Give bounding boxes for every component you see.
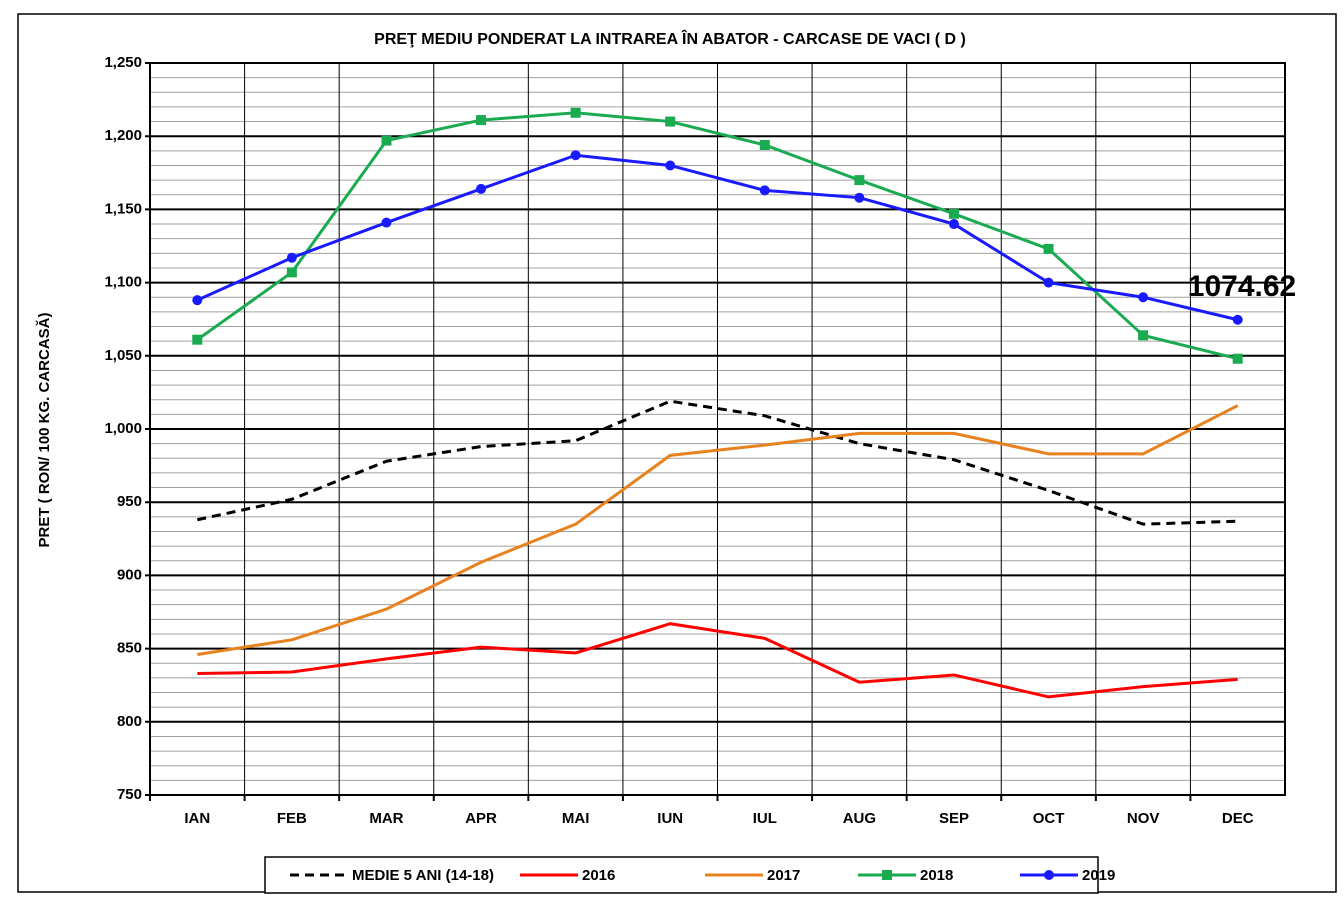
marker [854,192,865,203]
series-line [197,622,1238,699]
marker [759,185,770,196]
marker [286,267,297,278]
marker [192,334,203,345]
x-tick-label: MAR [369,810,403,827]
y-tick-label: 1,050 [104,347,142,364]
y-tick-label: 1,000 [104,420,142,437]
marker [759,139,770,150]
marker [1232,314,1243,325]
y-tick-label: 850 [117,640,142,657]
y-tick-label: 1,100 [104,274,142,291]
x-tick-label: APR [465,810,497,827]
y-tick-label: 800 [117,713,142,730]
x-tick-label: DEC [1222,810,1254,827]
y-tick-label: 1,150 [104,200,142,217]
y-tick-label: 1,250 [104,54,142,71]
legend-label: 2018 [920,867,953,884]
marker [1138,330,1149,341]
marker [665,116,676,127]
y-tick-label: 950 [117,493,142,510]
legend-marker [882,870,892,880]
series-line [196,153,1239,322]
marker [476,183,487,194]
marker [381,217,392,228]
marker [1138,292,1149,303]
x-tick-label: IUN [657,810,683,827]
x-tick-label: SEP [939,810,969,827]
marker [665,160,676,171]
legend-label: 2017 [767,867,800,884]
x-tick-label: IUL [753,810,777,827]
marker [192,295,203,306]
y-tick-label: 900 [117,566,142,583]
legend-box [264,856,1099,894]
x-tick-label: OCT [1033,810,1065,827]
x-tick-label: IAN [184,810,210,827]
x-tick-label: FEB [277,810,307,827]
x-tick-label: MAI [562,810,590,827]
marker [1043,243,1054,254]
marker [286,252,297,263]
annotation: 1074.62 [1188,270,1296,303]
marker [570,107,581,118]
series-line [197,404,1239,656]
marker [1043,277,1054,288]
x-tick-label: AUG [843,810,876,827]
marker [570,150,581,161]
marker [948,219,959,230]
marker [1232,353,1243,364]
series-line [196,111,1239,361]
y-axis-label: PRET ( RON/ 100 KG. CARCASĂ) [36,312,53,547]
chart-title: PREŢ MEDIU PONDERAT LA INTRAREA ÎN ABATO… [374,29,966,48]
marker [476,115,487,126]
marker [381,135,392,146]
y-tick-label: 1,200 [104,127,142,144]
y-tick-label: 750 [117,786,142,803]
legend-label: 2019 [1082,867,1115,884]
legend-label: 2016 [582,867,615,884]
legend-label: MEDIE 5 ANI (14-18) [352,867,494,884]
x-tick-label: NOV [1127,810,1160,827]
series-line [196,399,1238,526]
marker [948,208,959,219]
marker [854,175,865,186]
legend-marker [1044,870,1054,880]
